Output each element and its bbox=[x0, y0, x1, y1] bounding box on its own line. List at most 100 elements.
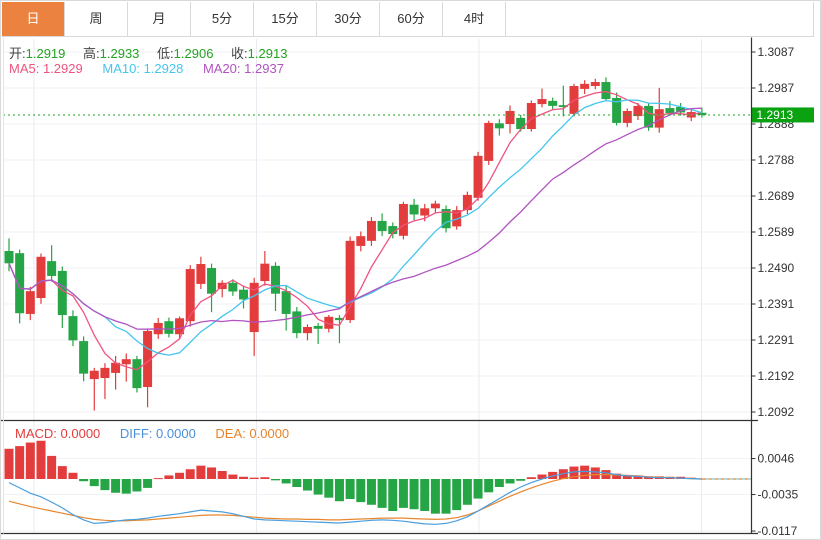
price-tick-label: 1.2689 bbox=[758, 189, 795, 203]
candle-up bbox=[654, 109, 664, 128]
macd-bar-negative bbox=[473, 479, 483, 499]
candle-down bbox=[516, 117, 526, 130]
macd-bar-negative bbox=[462, 479, 472, 505]
candle-up bbox=[302, 326, 312, 334]
price-tick-label: 1.2490 bbox=[758, 261, 795, 275]
tab-60分[interactable]: 60分 bbox=[380, 2, 443, 36]
ma20-label: MA20: bbox=[202, 61, 241, 76]
macd-bar-positive bbox=[36, 440, 46, 479]
tab-5分[interactable]: 5分 bbox=[191, 2, 254, 36]
candle-up bbox=[175, 318, 185, 335]
candle-down bbox=[292, 311, 302, 334]
candle-down bbox=[676, 106, 686, 113]
candle-down bbox=[494, 123, 504, 129]
candle-up bbox=[398, 203, 408, 236]
high-value: 1.2933 bbox=[99, 46, 140, 61]
candle-down bbox=[68, 316, 78, 341]
macd-bar-positive bbox=[249, 477, 259, 479]
macd-bar-positive bbox=[622, 475, 632, 479]
macd-tick-label: -0.0035 bbox=[758, 488, 799, 502]
diff-label: DIFF: bbox=[119, 426, 153, 441]
candle-down bbox=[697, 112, 707, 115]
tab-月[interactable]: 月 bbox=[128, 2, 191, 36]
macd-value: 0.0000 bbox=[60, 426, 101, 441]
candle-down bbox=[644, 105, 654, 128]
candle-up bbox=[324, 316, 334, 329]
close-value: 1.2913 bbox=[247, 46, 288, 61]
macd-bar-positive bbox=[57, 466, 67, 479]
candle-up bbox=[260, 263, 270, 282]
macd-bar-positive bbox=[612, 473, 622, 479]
macd-bar-negative bbox=[79, 479, 89, 482]
dea-label: DEA: bbox=[215, 426, 246, 441]
price-tick-label: 1.2788 bbox=[758, 153, 795, 167]
candle-up bbox=[100, 367, 110, 378]
candle-down bbox=[441, 209, 451, 229]
macd-bar-positive bbox=[580, 465, 590, 479]
tab-周[interactable]: 周 bbox=[65, 2, 128, 36]
macd-bar-positive bbox=[25, 442, 35, 479]
macd-bar-positive bbox=[217, 471, 227, 479]
high-label: 高: bbox=[83, 46, 100, 61]
macd-bar-negative bbox=[388, 479, 398, 511]
macd-bar-negative bbox=[100, 479, 110, 491]
macd-bar-negative bbox=[334, 479, 344, 502]
candle-up bbox=[249, 282, 259, 333]
timeframe-tabs: 日周月 5分 15分 30分 60分 4时 bbox=[2, 2, 814, 37]
macd-bar-negative bbox=[281, 479, 291, 484]
macd-bar-positive bbox=[239, 476, 249, 479]
macd-bar-negative bbox=[302, 479, 312, 491]
macd-bar-negative bbox=[313, 479, 323, 495]
macd-bar-negative bbox=[121, 479, 131, 494]
macd-bar-positive bbox=[185, 469, 195, 479]
candle-down bbox=[409, 204, 419, 215]
tab-日[interactable]: 日 bbox=[2, 2, 65, 36]
dea-value: 0.0000 bbox=[249, 426, 290, 441]
macd-bar-negative bbox=[377, 479, 387, 508]
macd-bar-negative bbox=[366, 479, 376, 505]
macd-bar-positive bbox=[164, 475, 174, 479]
candle-up bbox=[196, 264, 206, 284]
macd-bar-negative bbox=[345, 479, 355, 499]
macd-bar-positive bbox=[260, 477, 270, 479]
macd-bar-negative bbox=[420, 479, 430, 511]
macd-tick-label: -0.0117 bbox=[758, 524, 798, 538]
ma20-value: 1.2937 bbox=[244, 61, 284, 76]
price-tick-label: 1.2192 bbox=[758, 369, 795, 383]
macd-bar-positive bbox=[526, 477, 536, 479]
macd-bar-positive bbox=[196, 465, 206, 479]
macd-bar-positive bbox=[228, 474, 238, 479]
candle-down bbox=[207, 268, 217, 294]
candle-up bbox=[345, 240, 355, 321]
price-tick-label: 1.2987 bbox=[758, 81, 795, 95]
candle-down bbox=[164, 321, 174, 334]
candle-down bbox=[313, 325, 323, 329]
price-tick-label: 1.2589 bbox=[758, 225, 795, 239]
macd-bar-positive bbox=[68, 472, 78, 479]
macd-bar-negative bbox=[398, 479, 408, 508]
macd-bar-positive bbox=[537, 474, 547, 479]
candle-down bbox=[334, 317, 344, 321]
macd-legend: MACD: 0.0000 DIFF: 0.0000 DEA: 0.0000 bbox=[15, 426, 289, 441]
macd-bar-negative bbox=[430, 479, 440, 514]
ma5-line bbox=[8, 90, 703, 371]
price-tick-label: 1.3087 bbox=[758, 45, 795, 59]
ma10-label: MA10: bbox=[102, 61, 140, 76]
macd-bar-negative bbox=[89, 479, 99, 487]
candle-down bbox=[377, 220, 387, 232]
tab-4时[interactable]: 4时 bbox=[443, 2, 506, 36]
macd-bar-negative bbox=[324, 479, 334, 498]
tab-30分[interactable]: 30分 bbox=[317, 2, 380, 36]
macd-bar-positive bbox=[15, 446, 25, 479]
low-value: 1.2906 bbox=[173, 46, 214, 61]
macd-bar-negative bbox=[516, 479, 526, 481]
candle-down bbox=[388, 226, 398, 234]
candle-down bbox=[47, 261, 57, 276]
tab-15分[interactable]: 15分 bbox=[254, 2, 317, 36]
close-label: 收: bbox=[231, 46, 248, 61]
macd-bar-negative bbox=[452, 479, 462, 511]
macd-bar-negative bbox=[143, 479, 153, 488]
open-label: 开: bbox=[9, 46, 26, 61]
macd-bar-negative bbox=[409, 479, 419, 510]
